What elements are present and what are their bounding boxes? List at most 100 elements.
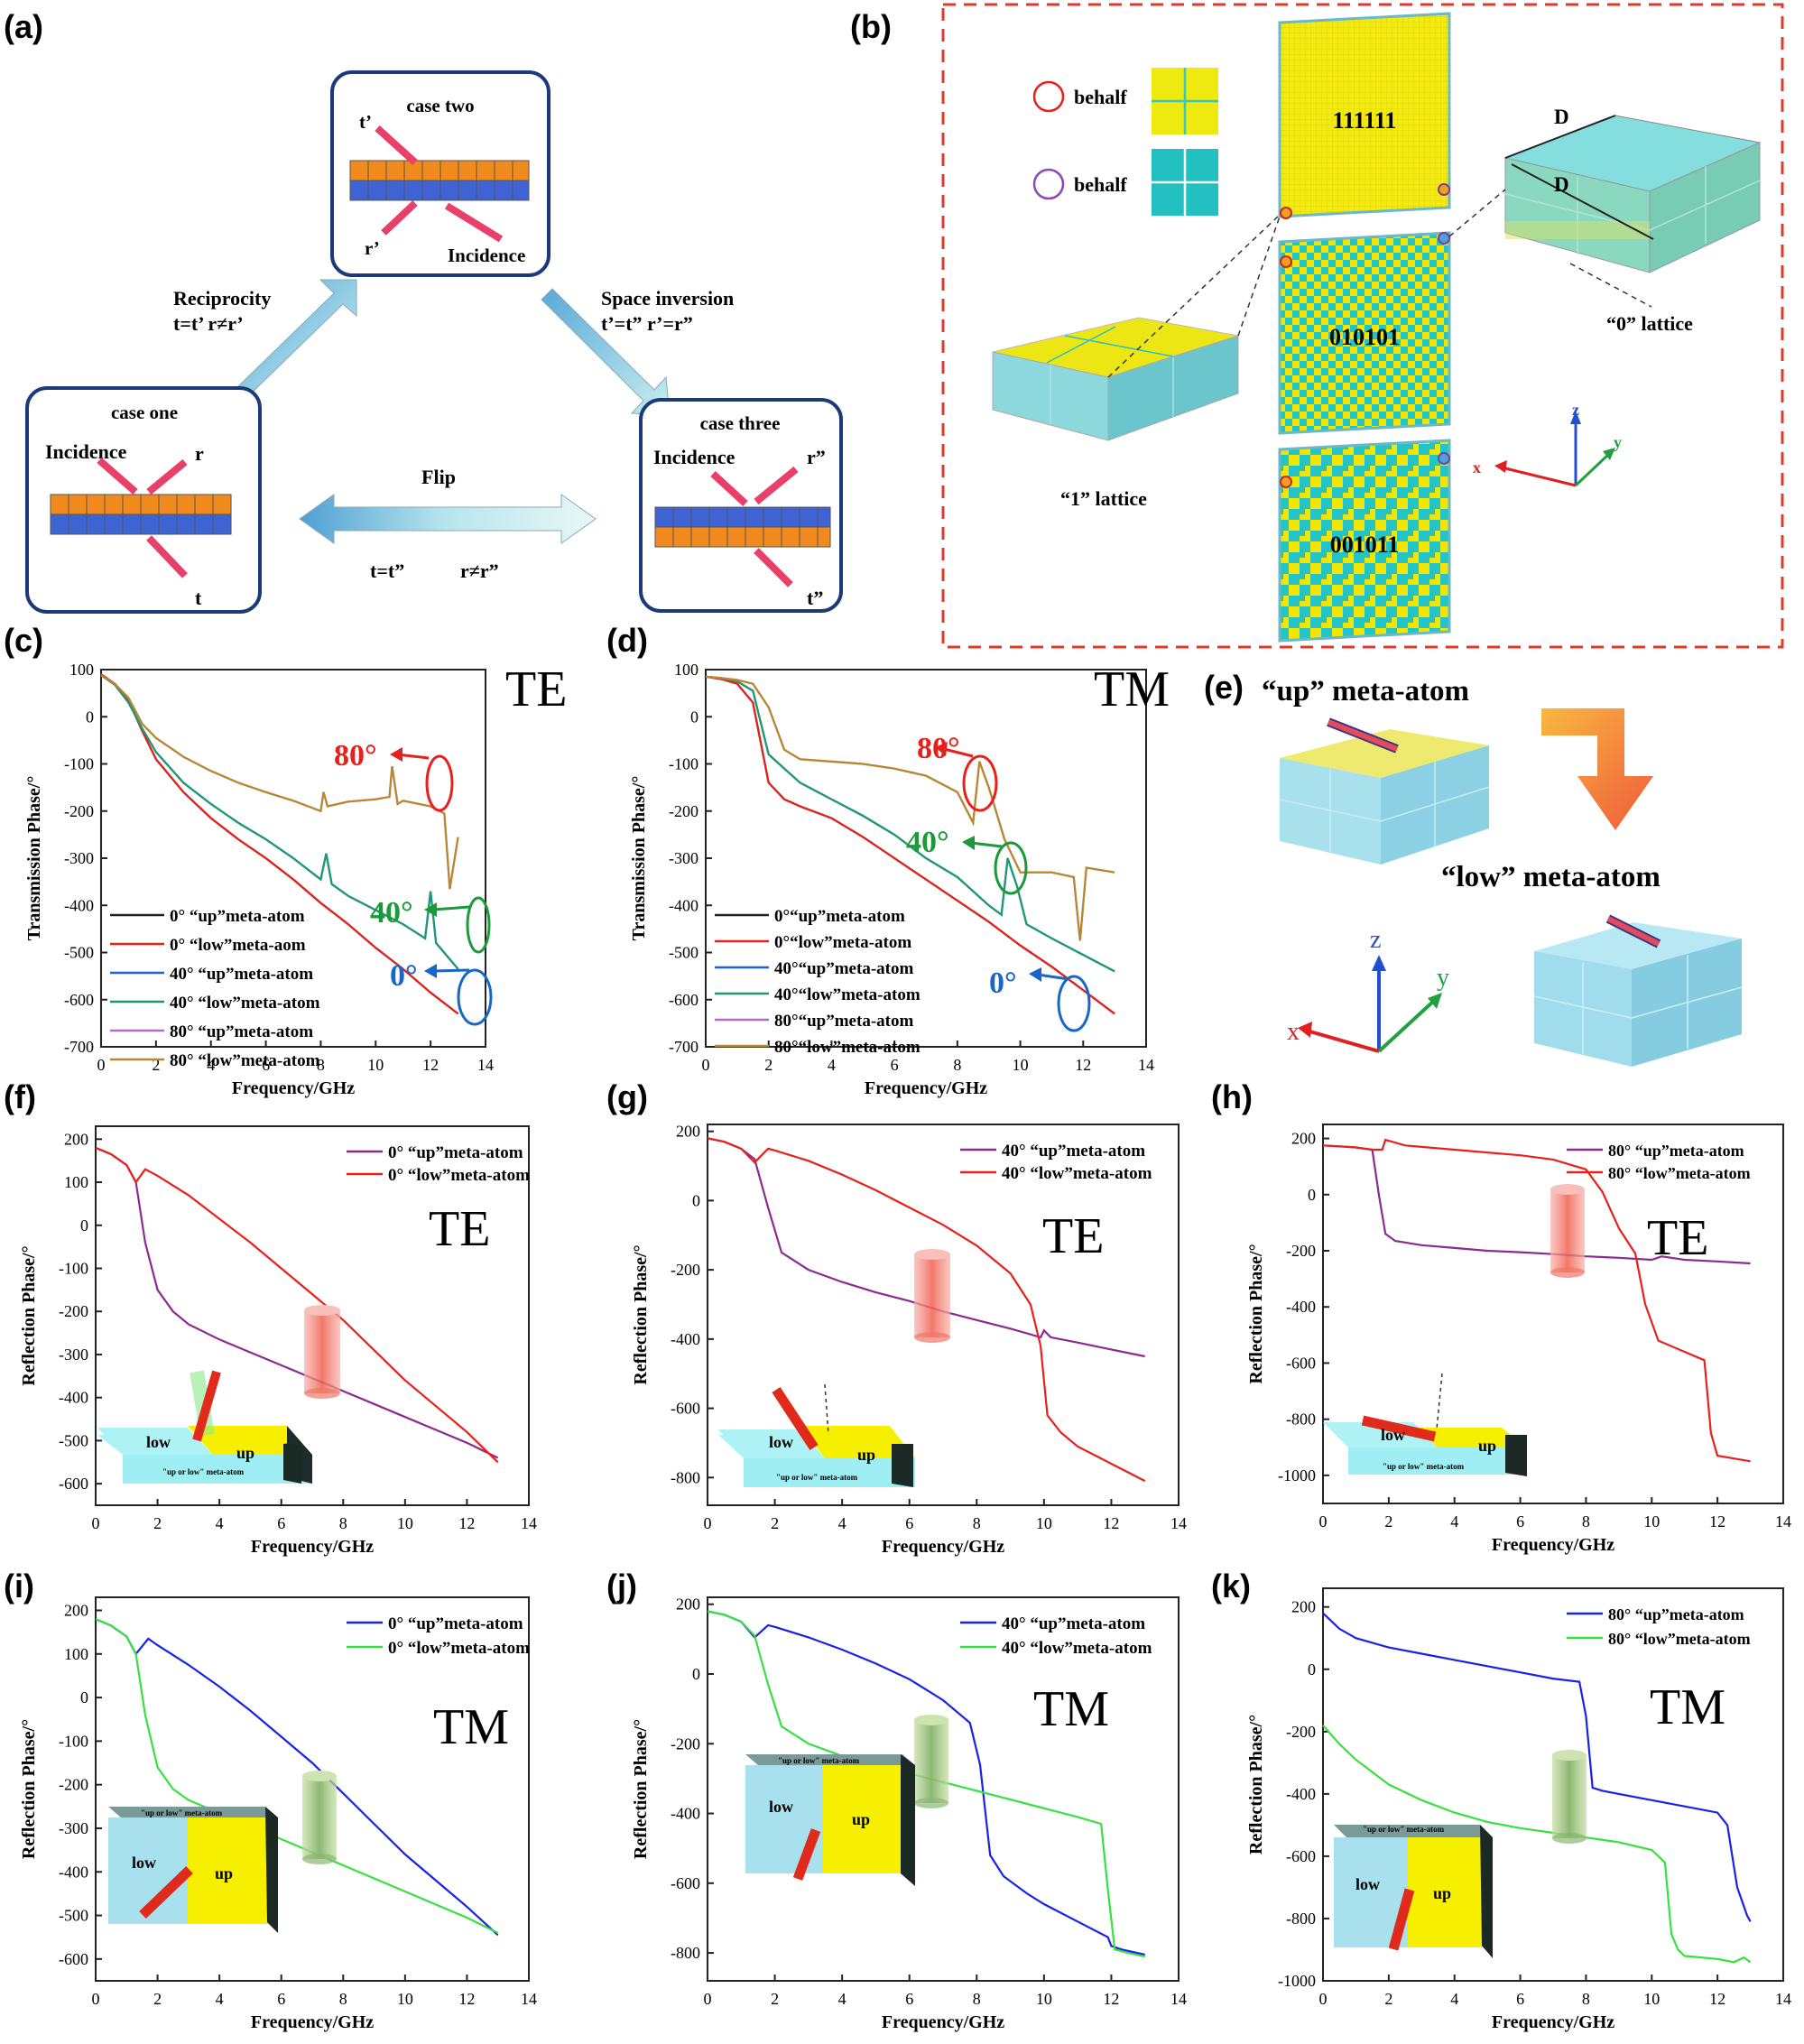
d-annotations: 80° 40° 0° xyxy=(906,732,1091,1032)
reciprocity-eq: t=t’ r≠r’ xyxy=(173,312,244,335)
i-xtick-label: 8 xyxy=(339,1990,347,2008)
panel-b: behalf behalf 111111 010101 001011 “1” l… xyxy=(941,3,1784,649)
j-xtick-label: 4 xyxy=(838,1990,846,2008)
k-mode-label: TM xyxy=(1650,1679,1725,1735)
d-ylabel: Transmission Phase/° xyxy=(629,776,649,941)
e-axis-z: z xyxy=(1370,926,1381,954)
c-mode-label: TE xyxy=(505,661,567,717)
j-legend-label: 40° “low”meta-atom xyxy=(1002,1639,1152,1658)
zero-lattice-label: “0” lattice xyxy=(1606,312,1693,335)
j-inset-low: low xyxy=(769,1798,793,1816)
reciprocity-arrow xyxy=(236,279,357,400)
k-ytick-label: 200 xyxy=(1291,1598,1316,1616)
b-axis-x: x xyxy=(1473,458,1481,476)
e-axis-x: x xyxy=(1287,1018,1300,1046)
f-ytick-label: -500 xyxy=(59,1431,88,1449)
k-ytick-label: -1000 xyxy=(1278,1972,1316,1990)
f-plot-frame xyxy=(95,1125,530,1506)
c-xtick-label: 4 xyxy=(207,1056,215,1074)
f-series-0 xyxy=(95,1146,499,1459)
i-xtick-label: 12 xyxy=(458,1990,475,2008)
f-xtick-label: 6 xyxy=(277,1514,285,1532)
label-d: (d) xyxy=(606,622,648,659)
chart-j: 0 2 4 6 8 10 12 14 200 0 -200 -400 -600 -800 Frequency… xyxy=(631,1595,1187,2032)
g-xtick-label: 14 xyxy=(1170,1514,1187,1532)
c-xlabel: Frequency/GHz xyxy=(232,1078,355,1098)
i-ytick-label: -300 xyxy=(59,1819,88,1837)
h-xtick-label: 8 xyxy=(1582,1512,1590,1531)
label-c: (c) xyxy=(4,622,43,659)
t-dprime-arrow xyxy=(754,548,793,587)
t-prime-arrow xyxy=(375,125,418,165)
h-xtick-label: 12 xyxy=(1709,1512,1725,1531)
i-xlabel: Frequency/GHz xyxy=(251,2012,374,2032)
c-ytick-label: -100 xyxy=(64,755,94,773)
flip-label: Flip xyxy=(421,466,456,488)
d-xtick-label: 6 xyxy=(891,1056,899,1074)
d-series-3 xyxy=(705,675,1115,973)
d-ann-0: 0° xyxy=(989,967,1017,1000)
flip-eq-t: t=t” xyxy=(370,560,404,582)
k-xlabel: Frequency/GHz xyxy=(1492,2012,1614,2032)
g-xlabel: Frequency/GHz xyxy=(882,1537,1004,1557)
j-ytick-label: 0 xyxy=(692,1665,700,1683)
inset-h: low up "up or low" meta-atom xyxy=(1323,1373,1527,1476)
highlight-cylinders xyxy=(302,1184,1587,1864)
chart-k: 0 2 4 6 8 10 12 14 200 0 -200 -400 -600 -800 -1000 Freq… xyxy=(1246,1587,1791,2032)
g-xtick-label: 12 xyxy=(1103,1514,1119,1532)
f-xtick-label: 4 xyxy=(216,1514,224,1532)
j-series-0 xyxy=(707,1610,1145,1956)
g-series-0 xyxy=(707,1137,1145,1358)
j-xtick-label: 8 xyxy=(973,1990,981,2008)
f-xtick-label: 14 xyxy=(521,1514,537,1532)
j-xtick-label: 0 xyxy=(704,1990,712,2008)
d-legend-label: 80°“low”meta-atom xyxy=(774,1038,921,1057)
d-ytick-label: -600 xyxy=(669,991,698,1009)
c-legend-label: 0° “low”meta-aom xyxy=(170,936,306,955)
inset-g: low up "up or low" meta-atom xyxy=(718,1383,915,1487)
i-ytick-label: -100 xyxy=(59,1732,88,1750)
i-mode-label: TM xyxy=(433,1699,509,1755)
f-xtick-label: 10 xyxy=(397,1514,413,1532)
i-ytick-label: -500 xyxy=(59,1907,88,1925)
g-ytick-label: 200 xyxy=(676,1123,700,1141)
label-h: (h) xyxy=(1211,1078,1253,1115)
d-xtick-label: 2 xyxy=(764,1056,772,1074)
d-legend-label: 40°“up”meta-atom xyxy=(774,959,913,978)
j-ytick-label: 200 xyxy=(676,1595,700,1614)
d-ytick-label: -500 xyxy=(669,944,698,962)
inset-k: low up "up or low" meta-atom xyxy=(1334,1825,1493,1958)
i-xtick-label: 2 xyxy=(153,1990,162,2008)
i-ylabel: Reflection Phase/° xyxy=(19,1719,39,1859)
k-ytick-label: -200 xyxy=(1286,1723,1316,1741)
up-meta-atom-cube xyxy=(1279,729,1490,865)
i-xtick-label: 10 xyxy=(397,1990,413,2008)
f-inset-up: up xyxy=(236,1444,254,1462)
d-legend-label: 0°“low”meta-atom xyxy=(774,933,911,952)
plate-010101 xyxy=(1278,231,1451,435)
j-plot-frame xyxy=(707,1596,1180,1982)
i-ytick-label: 100 xyxy=(64,1645,88,1663)
r-dprime-text: r” xyxy=(807,446,826,468)
case-one-slab xyxy=(50,494,232,535)
c-xtick-label: 2 xyxy=(152,1056,160,1074)
plate-001011 xyxy=(1278,439,1451,643)
d-xtick-label: 12 xyxy=(1075,1056,1091,1074)
g-inset-low: low xyxy=(769,1433,793,1451)
c-ytick-label: 100 xyxy=(69,661,94,679)
c-series-4 xyxy=(100,674,459,890)
j-legend-label: 40° “up”meta-atom xyxy=(1002,1614,1145,1633)
d-mode-label: TM xyxy=(1094,661,1170,717)
c-legend-label: 80° “low”meta-atom xyxy=(170,1051,320,1070)
c-ytick-label: -500 xyxy=(64,944,94,962)
r-arrow xyxy=(146,458,188,495)
r-text: r xyxy=(195,442,204,465)
one-lattice-label: “1” lattice xyxy=(1060,487,1147,510)
panel-b-frame xyxy=(941,3,1784,649)
up-incidence-arrow xyxy=(1327,719,1399,752)
d-ytick-label: 0 xyxy=(690,708,698,726)
i-ytick-label: -200 xyxy=(59,1776,88,1794)
h-xtick-label: 2 xyxy=(1384,1512,1392,1531)
label-a: (a) xyxy=(4,8,43,45)
i-legend-label: 0° “up”meta-atom xyxy=(388,1614,523,1633)
